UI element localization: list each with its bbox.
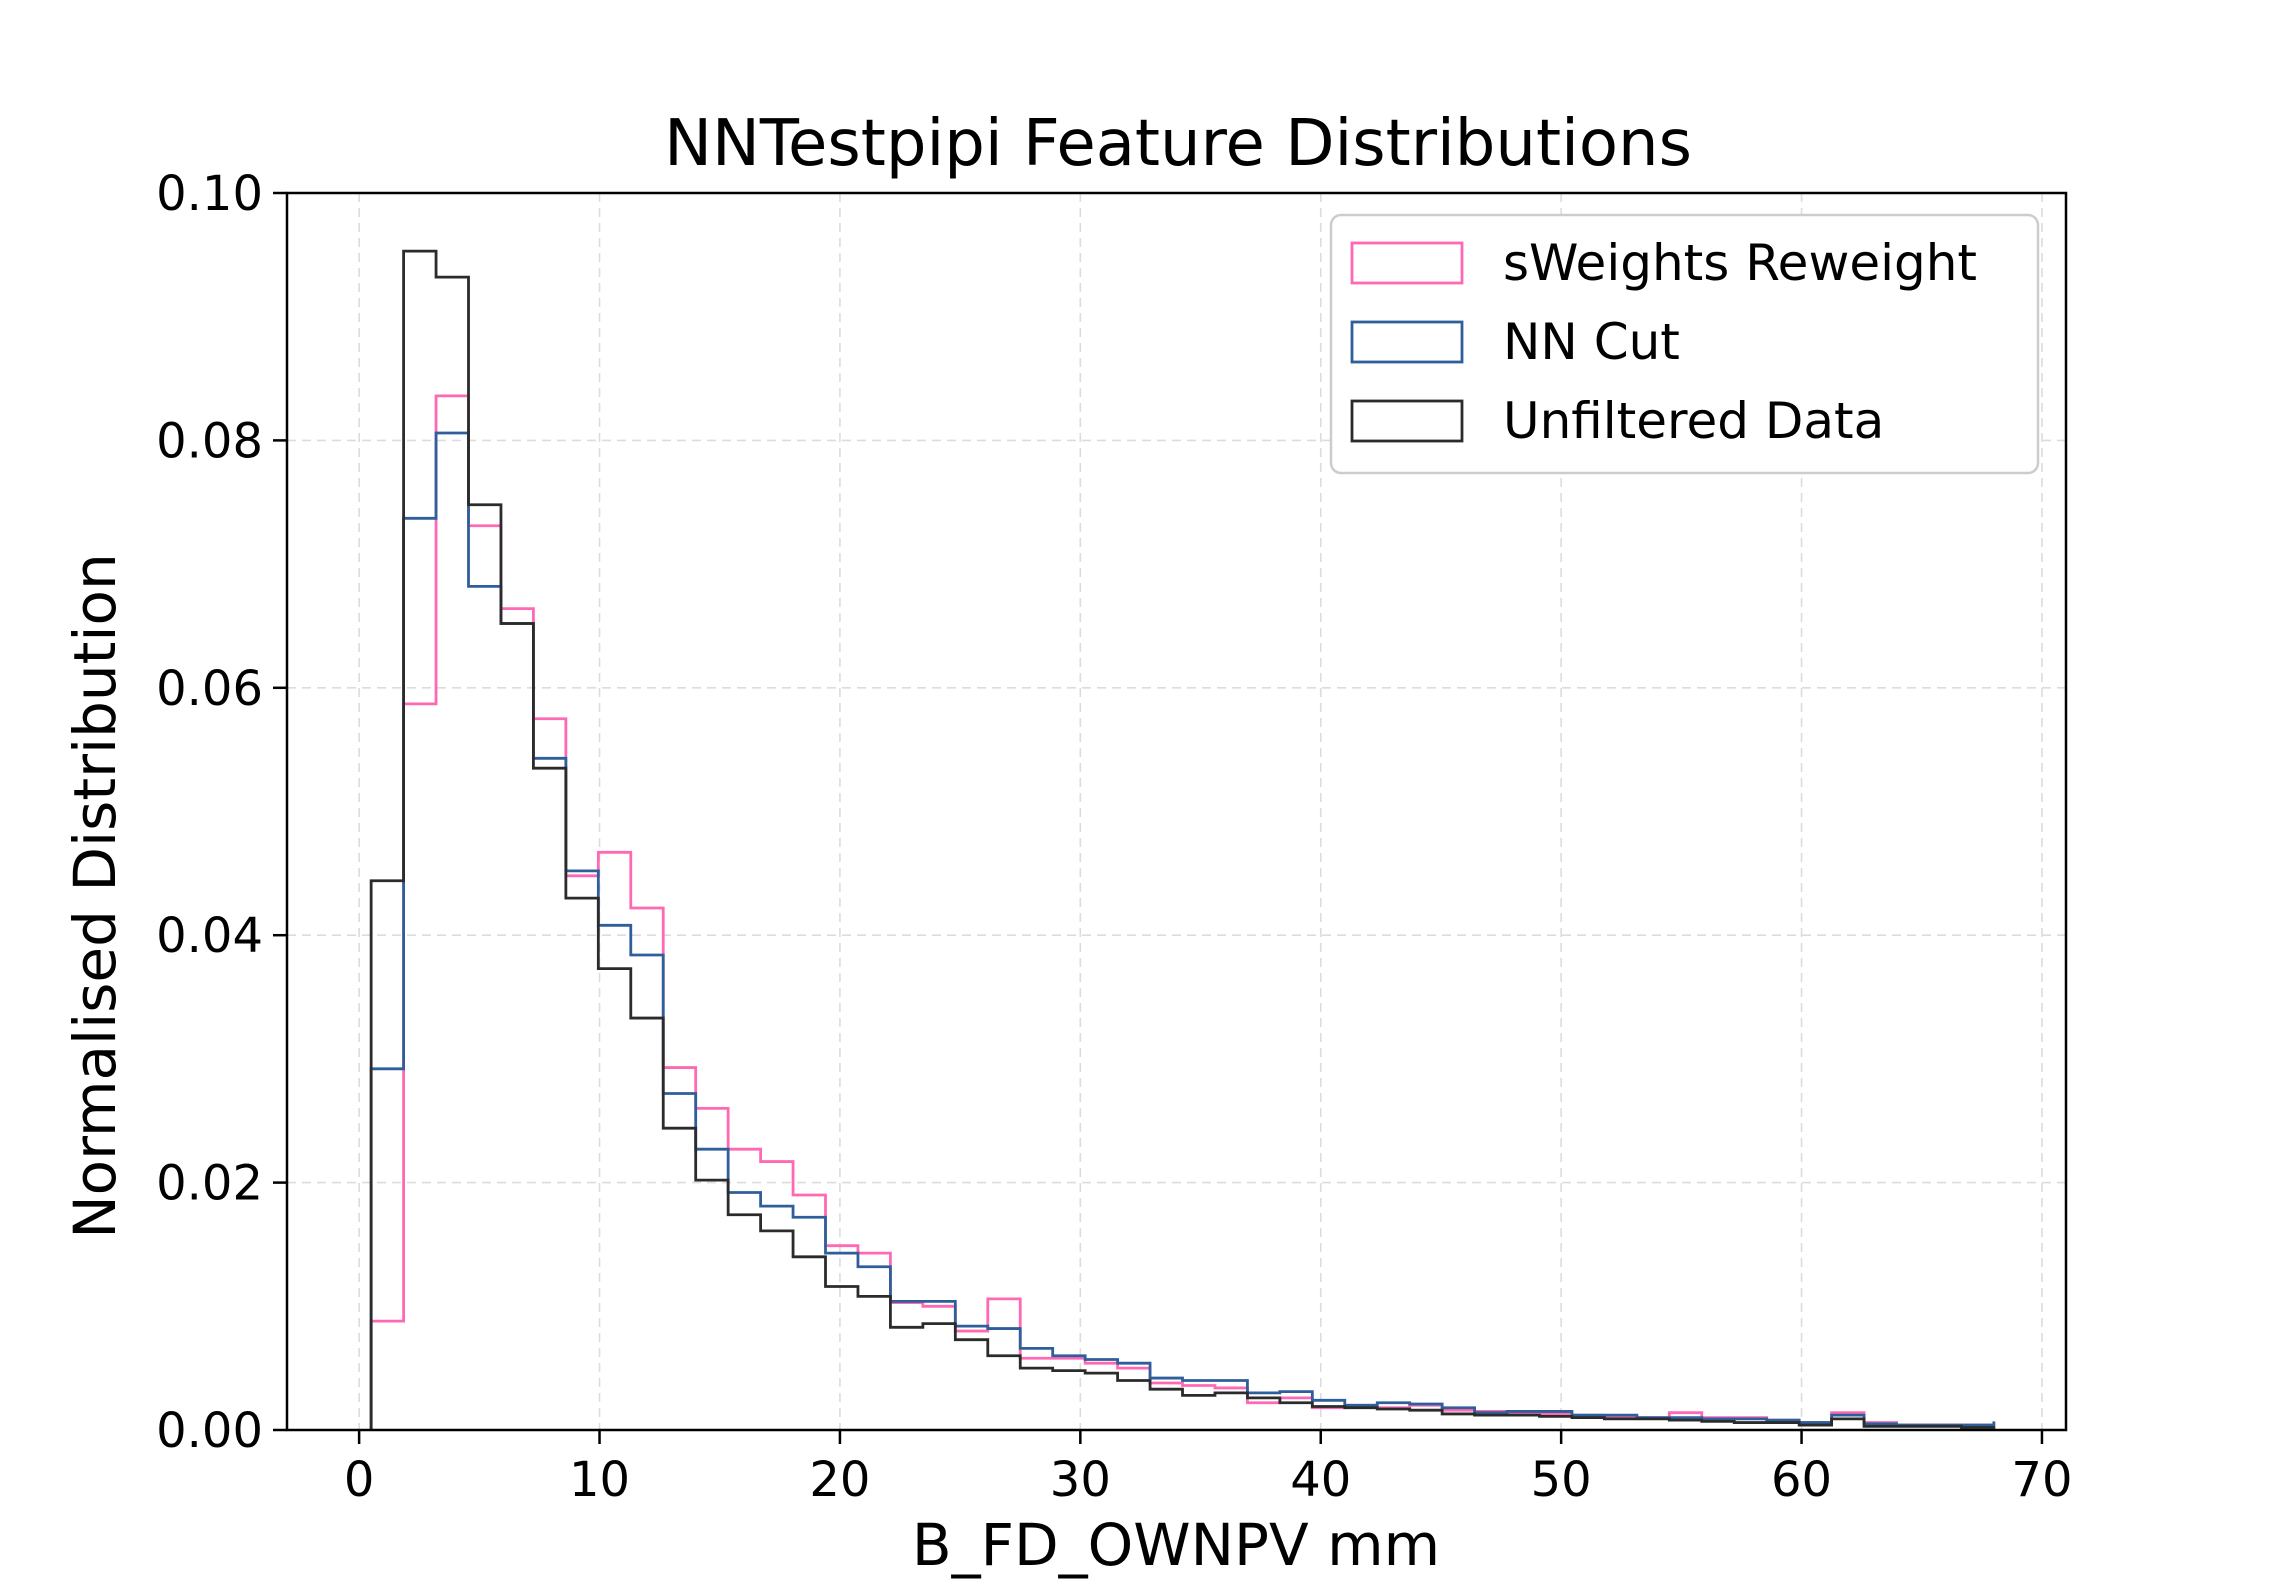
histogram-series [369,249,1996,1430]
y-tick-label: 0.10 [156,166,263,222]
series-unfiltered-data [369,249,1996,1430]
x-tick-label: 30 [1050,1452,1111,1508]
chart-title: NNTestpipi Feature Distributions [664,107,1692,181]
legend-swatch [1350,241,1464,285]
series-sweights-reweight [369,394,1996,1430]
x-tick-label: 60 [1771,1452,1832,1508]
legend-swatch [1350,320,1464,364]
x-axis-label: B_FD_OWNPV mm [912,1511,1440,1579]
y-axis-label: Normalised Distribution [61,553,129,1239]
x-tick-label: 20 [809,1452,870,1508]
legend: sWeights Reweight NN Cut Unfiltered Data [1329,213,2040,475]
y-tick-label: 0.00 [156,1403,263,1459]
y-tick-label: 0.08 [156,413,263,469]
y-tick-label: 0.06 [156,661,263,717]
legend-swatch [1350,399,1464,443]
legend-label: Unfiltered Data [1503,392,1884,450]
x-tick-label: 50 [1531,1452,1592,1508]
plot-frame [285,191,2068,1432]
x-tick-label: 40 [1290,1452,1351,1508]
series-nn-cut [369,431,1996,1430]
x-tick-label: 0 [344,1452,375,1508]
legend-label: sWeights Reweight [1503,234,1977,292]
legend-frame [1329,213,2040,475]
y-tick-label: 0.02 [156,1156,263,1212]
axis-ticks: 0 10 20 30 40 50 60 70 0.00 0.02 0.04 0.06 0.08 0.10 [156,166,2072,1508]
legend-label: NN Cut [1503,313,1680,371]
x-tick-label: 10 [569,1452,630,1508]
x-tick-label: 70 [2011,1452,2072,1508]
y-tick-label: 0.04 [156,908,263,964]
